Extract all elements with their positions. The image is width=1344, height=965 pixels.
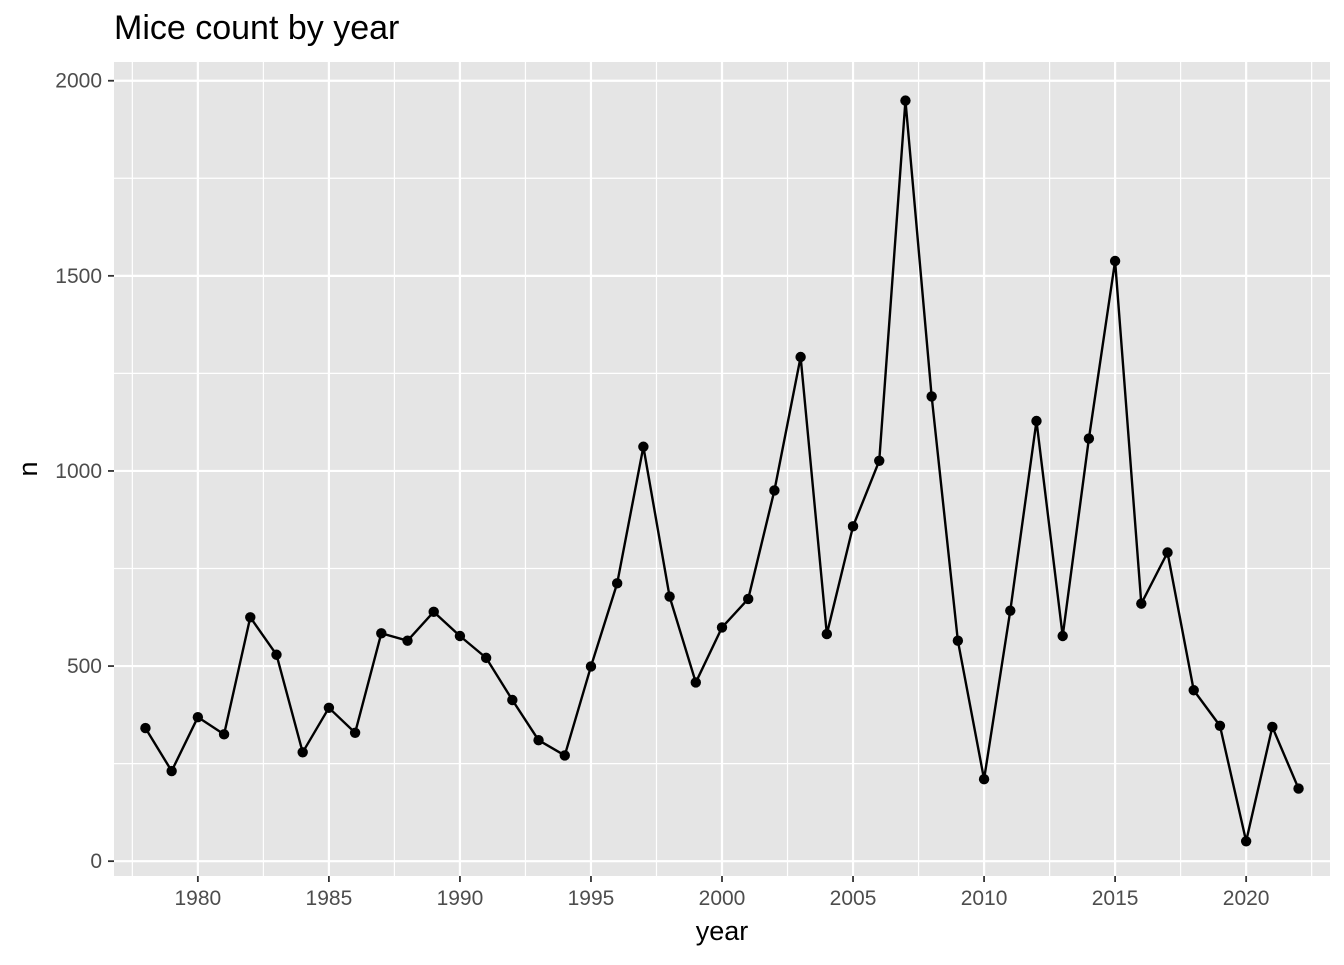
x-tick-label: 2020 — [1223, 887, 1270, 910]
data-point — [1083, 433, 1095, 444]
data-point — [1214, 720, 1226, 731]
data-point — [480, 652, 492, 664]
data-point — [402, 635, 413, 646]
data-point — [1240, 836, 1252, 847]
x-tick-label: 1995 — [568, 887, 615, 910]
data-point — [323, 702, 335, 714]
x-tick-label: 2010 — [961, 887, 1008, 910]
y-tick-label: 0 — [90, 850, 102, 873]
data-point — [900, 95, 911, 106]
data-point — [769, 485, 780, 496]
data-point — [1031, 415, 1042, 427]
data-point — [821, 628, 833, 640]
data-point — [926, 391, 937, 402]
data-point — [638, 441, 649, 452]
data-point — [952, 635, 964, 646]
data-point — [978, 774, 990, 785]
data-point — [454, 630, 466, 642]
data-point — [218, 729, 230, 740]
data-point — [874, 455, 885, 467]
y-tick-label: 1000 — [55, 460, 102, 483]
data-point — [297, 747, 308, 758]
data-point — [533, 735, 544, 746]
series-layer — [140, 95, 1304, 847]
y-tick-label: 1500 — [55, 265, 102, 288]
data-point — [743, 593, 754, 605]
data-point — [1267, 721, 1278, 733]
data-point — [664, 591, 675, 602]
data-point — [1136, 598, 1147, 609]
x-axis-title: year — [696, 916, 749, 946]
x-tick-label: 2005 — [830, 887, 877, 910]
data-point — [559, 750, 570, 761]
data-point — [271, 649, 282, 660]
data-point — [847, 521, 859, 532]
data-point — [428, 606, 439, 618]
data-point — [1057, 630, 1068, 642]
y-axis-title: n — [13, 461, 43, 476]
axis-layer: 1980 1985 1990 1995 2000 2005 2010 2015 2020 0 500… — [55, 70, 1269, 910]
x-tick-label: 2015 — [1092, 887, 1139, 910]
data-point — [349, 727, 361, 738]
data-point — [376, 628, 387, 639]
data-point — [166, 765, 177, 777]
data-point — [1162, 547, 1173, 558]
x-tick-label: 1985 — [306, 887, 353, 910]
data-point — [716, 622, 728, 633]
data-point — [1188, 685, 1199, 696]
data-point — [690, 677, 701, 688]
data-point — [507, 694, 518, 706]
data-point — [1005, 605, 1016, 616]
data-point — [611, 578, 623, 589]
x-tick-label: 2000 — [699, 887, 746, 910]
data-point — [1109, 255, 1121, 267]
y-tick-label: 2000 — [55, 70, 102, 93]
x-tick-label: 1990 — [437, 887, 484, 910]
x-tick-label: 1980 — [175, 887, 222, 910]
data-point — [140, 722, 151, 734]
data-point — [1293, 783, 1304, 794]
data-point — [795, 351, 806, 363]
major-grid — [114, 62, 1330, 876]
data-point — [585, 661, 597, 672]
y-tick-label: 500 — [67, 655, 102, 678]
chart-title: Mice count by year — [114, 9, 399, 47]
data-point — [245, 612, 256, 623]
data-point — [192, 711, 204, 723]
